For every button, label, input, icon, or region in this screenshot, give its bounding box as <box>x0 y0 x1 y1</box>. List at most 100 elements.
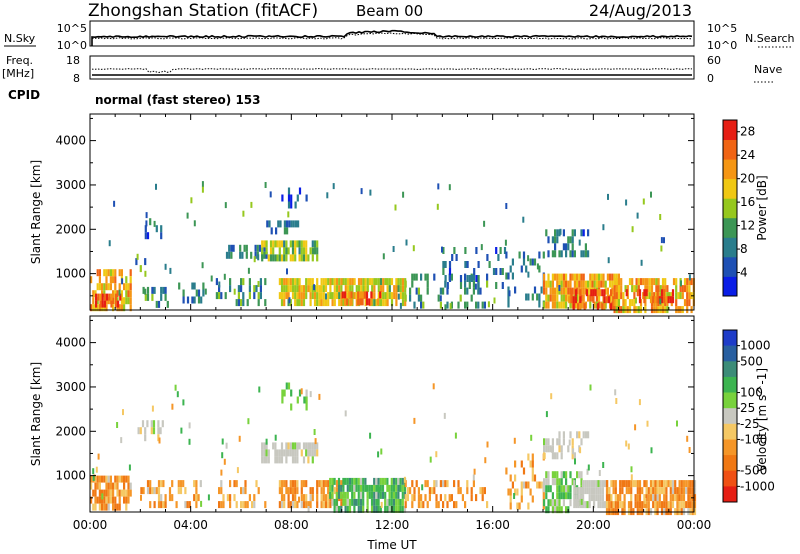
heatmap-cell <box>562 431 565 439</box>
heatmap-cell <box>320 285 323 293</box>
heatmap-cell <box>663 480 666 488</box>
heatmap-cell <box>562 243 565 251</box>
heatmap-cell <box>202 282 205 290</box>
heatmap-cell <box>611 287 614 295</box>
heatmap-cell <box>609 280 612 288</box>
heatmap-cell <box>233 480 236 488</box>
heatmap-cell <box>582 229 585 237</box>
heatmap-cell <box>153 501 156 509</box>
heatmap-cell <box>257 487 260 495</box>
time-axis-label: Time UT <box>366 538 417 552</box>
heatmap-cell <box>573 280 576 288</box>
heatmap-cell <box>294 201 297 209</box>
heatmap-cell <box>569 471 572 479</box>
heatmap-cell <box>664 285 667 293</box>
freq-top-tick: 18 <box>66 54 80 67</box>
heatmap-cell <box>355 484 358 492</box>
heatmap-cell <box>443 412 446 419</box>
heatmap-cell <box>403 505 407 513</box>
heatmap-cell <box>129 297 132 305</box>
heatmap-cell <box>556 438 559 446</box>
heatmap-cell <box>96 482 99 490</box>
heatmap-cell <box>580 471 583 479</box>
heatmap-cell <box>113 200 116 207</box>
heatmap-cell <box>335 498 338 506</box>
colorbar-segment <box>723 217 737 238</box>
heatmap-cell <box>377 285 380 293</box>
heatmap-cell <box>578 273 581 281</box>
heatmap-cell <box>289 285 292 293</box>
heatmap-cell <box>562 273 565 281</box>
colorbar-tick-label: -100 <box>740 432 767 446</box>
heatmap-cell <box>240 299 243 307</box>
heatmap-cell <box>152 420 156 428</box>
heatmap-cell <box>582 287 585 295</box>
heatmap-cell <box>379 291 382 299</box>
heatmap-cell <box>554 506 557 514</box>
heatmap-cell <box>547 294 550 302</box>
heatmap-cell <box>103 489 106 497</box>
heatmap-cell <box>558 273 561 281</box>
heatmap-cell <box>573 301 576 309</box>
heatmap-cell <box>547 471 550 479</box>
heatmap-cell <box>108 240 111 247</box>
heatmap-cell <box>509 265 512 273</box>
heatmap-cell <box>560 471 563 479</box>
heatmap-cell <box>242 292 245 300</box>
heatmap-cell <box>558 287 561 295</box>
heatmap-cell <box>123 297 126 305</box>
heatmap-cell <box>484 457 487 464</box>
heatmap-cell <box>623 494 626 502</box>
heatmap-cell <box>669 296 672 304</box>
heatmap-cell <box>125 276 128 284</box>
heatmap-cell <box>291 254 295 262</box>
heatmap-cell <box>344 498 347 506</box>
heatmap-cell <box>659 298 662 305</box>
heatmap-cell <box>294 456 297 464</box>
heatmap-cell <box>245 244 248 252</box>
heatmap-cell <box>444 261 447 268</box>
heatmap-cell <box>560 301 563 309</box>
heatmap-cell <box>331 484 334 492</box>
heatmap-cell <box>549 280 552 288</box>
heatmap-cell <box>313 299 317 307</box>
heatmap-cell <box>556 294 559 302</box>
heatmap-cell <box>146 487 150 495</box>
heatmap-cell <box>395 484 398 492</box>
heatmap-cell <box>420 301 423 309</box>
heatmap-cell <box>335 285 339 293</box>
heatmap-cell <box>278 278 281 286</box>
heatmap-cell <box>280 240 284 248</box>
heatmap-cell <box>617 285 621 293</box>
heatmap-cell <box>612 501 615 509</box>
heatmap-cell <box>346 298 349 306</box>
heatmap-cell <box>364 299 367 307</box>
heatmap-cell <box>556 236 559 244</box>
heatmap-cell <box>153 286 156 294</box>
heatmap-cell <box>120 304 123 312</box>
heatmap-cell <box>305 285 308 293</box>
heatmap-cell <box>593 301 596 309</box>
heatmap-cell <box>406 487 409 495</box>
heatmap-cell <box>648 285 651 293</box>
heatmap-cell <box>353 292 356 300</box>
heatmap-cell <box>193 480 196 488</box>
heatmap-cell <box>386 285 389 293</box>
heatmap-cell <box>253 501 256 509</box>
heatmap-cell <box>146 480 150 488</box>
heatmap-cell <box>556 499 559 507</box>
heatmap-cell <box>276 449 279 457</box>
heatmap-cell <box>615 278 618 286</box>
heatmap-cell <box>558 445 561 453</box>
heatmap-cell <box>457 487 460 495</box>
heatmap-cell <box>307 501 310 509</box>
heatmap-cell <box>118 304 121 312</box>
heatmap-cell <box>560 280 563 288</box>
heatmap-cell <box>602 273 605 281</box>
heatmap-cell <box>551 280 554 288</box>
heatmap-cell <box>320 494 323 502</box>
heatmap-cell <box>201 262 204 269</box>
heatmap-cell <box>636 212 639 219</box>
heatmap-cell <box>307 449 310 457</box>
heatmap-cell <box>660 296 664 304</box>
